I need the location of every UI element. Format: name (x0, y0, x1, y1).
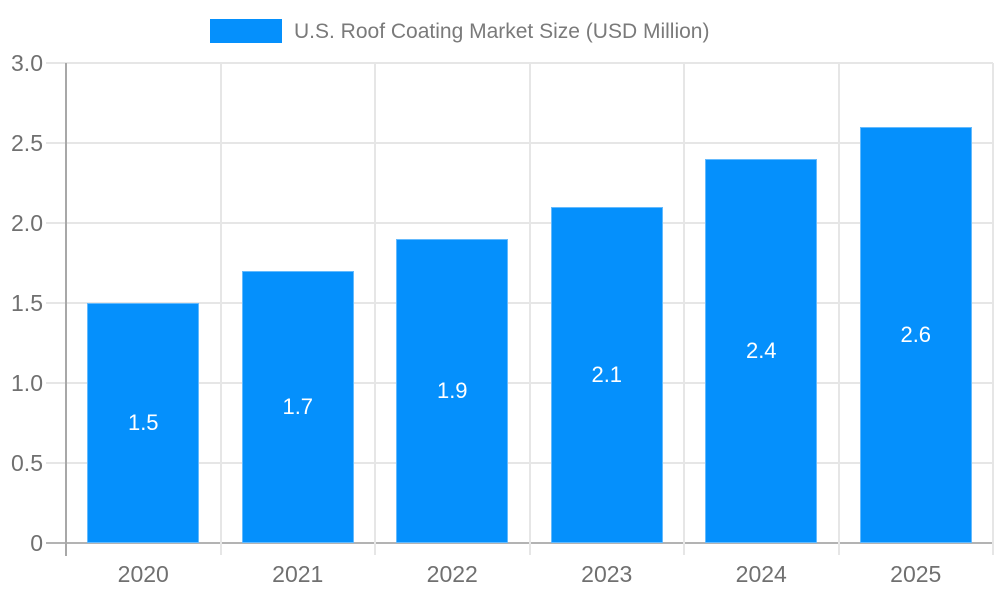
bar-value-label: 1.5 (127, 410, 159, 435)
bar-2025[interactable]: 2.6 (859, 127, 972, 543)
y-axis-label: 2.5 (11, 130, 43, 156)
h-gridline (46, 462, 993, 464)
bar-value-label: 2.6 (900, 322, 932, 347)
bar-value-label: 1.9 (436, 378, 468, 403)
legend-label: U.S. Roof Coating Market Size (USD Milli… (294, 20, 710, 43)
h-gridline (46, 302, 993, 304)
h-gridline (46, 222, 993, 224)
v-gridline (837, 63, 840, 555)
y-axis-label: 0 (30, 530, 43, 556)
bar-2022[interactable]: 1.9 (396, 239, 509, 543)
y-axis-label: 1.5 (11, 290, 43, 316)
y-axis-label: 1.0 (11, 370, 43, 396)
h-gridline (46, 142, 993, 144)
x-axis-label: 2021 (272, 561, 324, 587)
x-axis-label: 2024 (735, 561, 787, 587)
y-axis-line (65, 63, 67, 556)
bar-2024[interactable]: 2.4 (705, 159, 818, 543)
bar-2023[interactable]: 2.1 (550, 207, 663, 543)
bar-value-label: 2.1 (591, 362, 623, 387)
bar-2021[interactable]: 1.7 (241, 271, 354, 543)
v-gridline (528, 63, 531, 555)
v-gridline (683, 63, 685, 555)
x-axis-baseline (46, 542, 993, 544)
v-gridline (992, 63, 994, 555)
legend-swatch (210, 19, 282, 43)
y-axis-label: 3.0 (11, 50, 43, 76)
x-axis-label: 2022 (426, 561, 478, 587)
h-gridline (46, 62, 993, 64)
x-axis-label: 2025 (890, 561, 942, 587)
bar-value-label: 1.7 (282, 394, 314, 419)
x-axis-label: 2023 (581, 561, 633, 587)
y-axis-label: 0.5 (11, 450, 43, 476)
bar-value-label: 2.4 (745, 338, 777, 363)
v-gridline (219, 63, 222, 555)
v-gridline (374, 63, 376, 555)
y-axis-label: 2.0 (11, 210, 43, 236)
h-gridline (46, 382, 993, 384)
bar-2020[interactable]: 1.5 (87, 303, 200, 543)
chart-legend: U.S. Roof Coating Market Size (USD Milli… (0, 0, 1000, 50)
x-axis-label: 2020 (117, 561, 169, 587)
